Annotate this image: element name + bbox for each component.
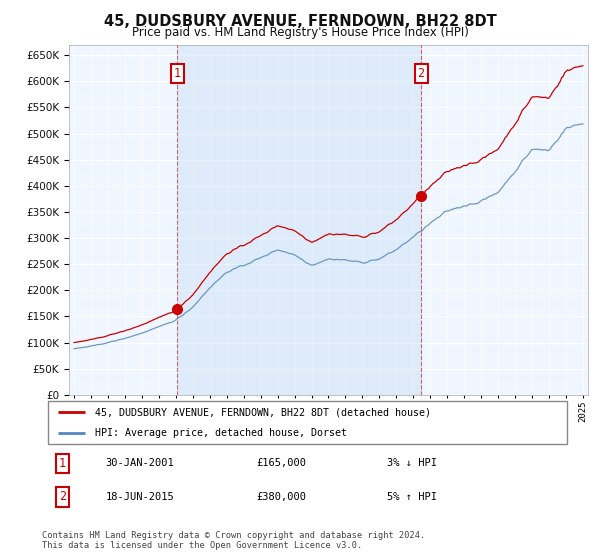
Text: 2: 2 xyxy=(59,491,66,503)
Bar xyxy=(177,45,421,395)
Text: £165,000: £165,000 xyxy=(257,459,307,469)
Text: 45, DUDSBURY AVENUE, FERNDOWN, BH22 8DT: 45, DUDSBURY AVENUE, FERNDOWN, BH22 8DT xyxy=(104,14,496,29)
Text: HPI: Average price, detached house, Dorset: HPI: Average price, detached house, Dors… xyxy=(95,428,347,438)
FancyBboxPatch shape xyxy=(48,402,568,444)
Text: Price paid vs. HM Land Registry's House Price Index (HPI): Price paid vs. HM Land Registry's House … xyxy=(131,26,469,39)
Text: 5% ↑ HPI: 5% ↑ HPI xyxy=(388,492,437,502)
Text: 3% ↓ HPI: 3% ↓ HPI xyxy=(388,459,437,469)
Text: 2: 2 xyxy=(418,67,425,80)
Text: 1: 1 xyxy=(59,457,66,470)
Text: Contains HM Land Registry data © Crown copyright and database right 2024.
This d: Contains HM Land Registry data © Crown c… xyxy=(42,531,425,550)
Text: 45, DUDSBURY AVENUE, FERNDOWN, BH22 8DT (detached house): 45, DUDSBURY AVENUE, FERNDOWN, BH22 8DT … xyxy=(95,408,431,418)
Text: 1: 1 xyxy=(173,67,181,80)
Text: £380,000: £380,000 xyxy=(257,492,307,502)
Text: 18-JUN-2015: 18-JUN-2015 xyxy=(106,492,174,502)
Text: 30-JAN-2001: 30-JAN-2001 xyxy=(106,459,174,469)
